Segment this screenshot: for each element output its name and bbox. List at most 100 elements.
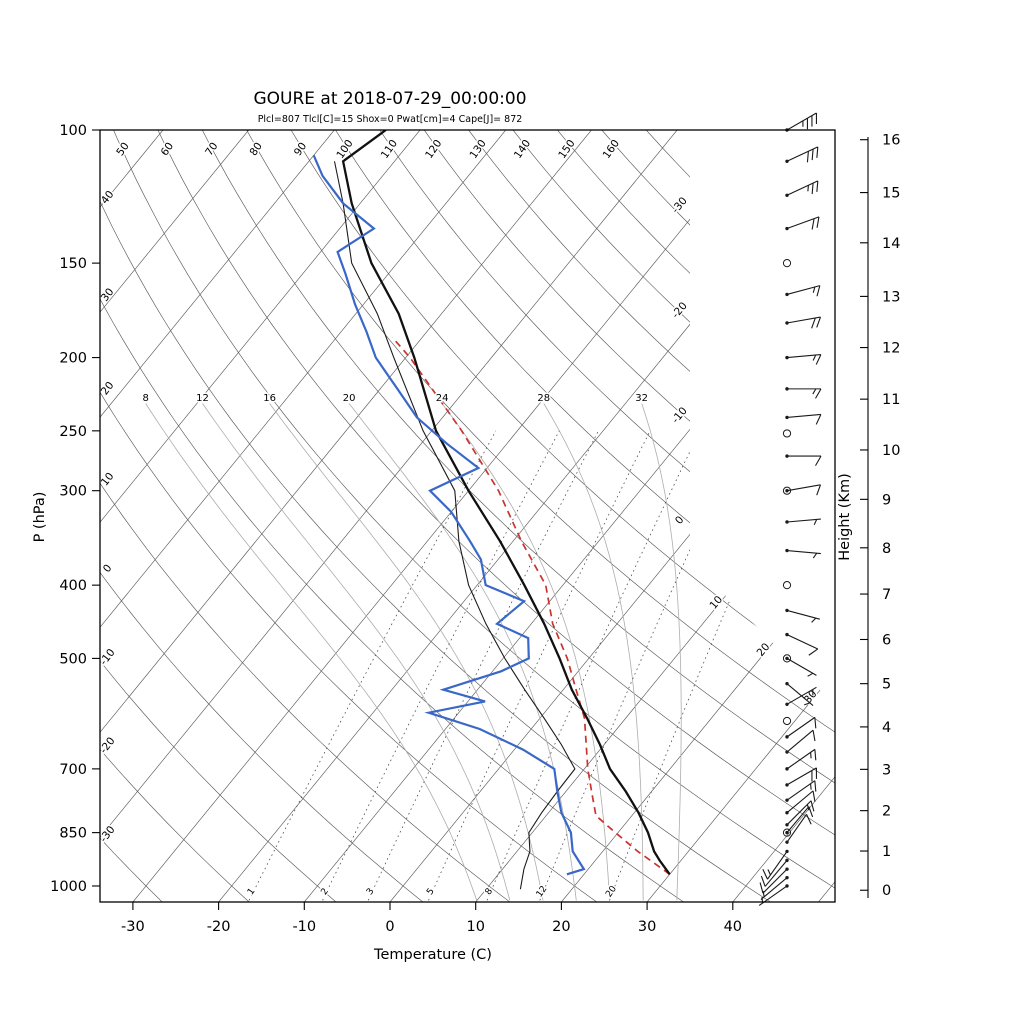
stats-line: Plcl=807 Tlcl[C]=15 Shox=0 Pwat[cm]=4 Ca… bbox=[258, 114, 523, 125]
pressure-tick-label: 100 bbox=[59, 123, 87, 139]
wind-barb-feather bbox=[816, 146, 819, 158]
wind-barb-staff bbox=[786, 729, 814, 753]
cut-isotherm-label: 10 bbox=[707, 594, 725, 612]
mixing-ratio-label: 3 bbox=[365, 887, 376, 897]
dry-adiabat-line bbox=[557, 130, 835, 902]
mixing-ratio-line bbox=[367, 430, 599, 901]
wind-barb-feather bbox=[815, 414, 822, 425]
mixing-ratio-line bbox=[248, 430, 497, 901]
temperature-axis-label: Temperature (C) bbox=[373, 947, 492, 963]
dry-adiabat-line bbox=[601, 130, 835, 902]
temperature-tick-label: 40 bbox=[724, 919, 742, 935]
wind-barb-feather bbox=[806, 814, 812, 825]
mixing-ratio-line bbox=[539, 430, 746, 901]
temperature-tick-label: 30 bbox=[638, 919, 656, 935]
wind-barb-half-feather bbox=[813, 519, 818, 526]
dry-adiabat-label-top: 140 bbox=[512, 138, 533, 161]
wind-barb-feather bbox=[816, 484, 822, 496]
wind-barb-staff bbox=[786, 285, 820, 295]
moist-adiabat-line bbox=[145, 403, 478, 901]
dry-adiabat-line bbox=[100, 130, 684, 902]
height-tick-label: 7 bbox=[882, 587, 891, 603]
wind-barb-feather bbox=[816, 316, 822, 328]
wind-barb-feather bbox=[811, 149, 814, 161]
dry-adiabat-label-top: 110 bbox=[379, 138, 400, 161]
cut-isotherm-label: 20 bbox=[755, 641, 773, 659]
dry-adiabat-line bbox=[468, 130, 835, 902]
wind-barb-half-feather bbox=[804, 702, 811, 706]
wind-barb-feather bbox=[811, 317, 816, 329]
wind-barb-half-feather bbox=[762, 890, 765, 897]
wind-barb-staff bbox=[786, 609, 820, 620]
pressure-tick-label: 300 bbox=[59, 484, 87, 500]
wind-barb-staff bbox=[786, 634, 819, 650]
height-tick-label: 0 bbox=[882, 883, 891, 899]
pressure-tick-label: 150 bbox=[59, 256, 87, 272]
height-tick-label: 9 bbox=[882, 492, 891, 508]
mixing-ratio-line bbox=[609, 430, 804, 901]
dry-adiabat-line bbox=[100, 130, 424, 902]
isotherm-line bbox=[100, 130, 507, 902]
wind-barb-column bbox=[758, 112, 822, 906]
isotherm-line bbox=[100, 130, 421, 902]
wind-barb-feather bbox=[814, 717, 817, 729]
dry-adiabat-label-top: 120 bbox=[423, 138, 444, 161]
wind-barb-staff bbox=[762, 868, 788, 894]
isotherm-line bbox=[646, 130, 835, 902]
wind-barb-staff bbox=[786, 550, 821, 555]
wind-barb-half-feather bbox=[807, 672, 814, 677]
pressure-tick-label: 250 bbox=[59, 424, 87, 440]
wind-barb-feather bbox=[812, 730, 816, 742]
isotherm-line bbox=[732, 130, 835, 902]
dry-adiabat-line bbox=[100, 130, 771, 902]
dry-adiabat-line bbox=[100, 130, 163, 902]
moist-adiabat-line bbox=[441, 403, 611, 901]
height-tick-label: 14 bbox=[882, 236, 900, 252]
dry-adiabat-line bbox=[335, 130, 835, 902]
wind-barb-staff bbox=[786, 748, 816, 770]
wind-barb-feather bbox=[814, 749, 817, 761]
dry-adiabat-line bbox=[512, 130, 835, 902]
wind-barb-half-feather bbox=[810, 783, 812, 790]
mixing-ratio-line bbox=[486, 430, 701, 901]
wind-barb-feather bbox=[812, 790, 816, 802]
plot-frame bbox=[99, 129, 836, 903]
calm-wind-circle bbox=[782, 259, 792, 268]
temperature-tick-label: 10 bbox=[466, 919, 484, 935]
moist-adiabat-label: 32 bbox=[635, 393, 648, 404]
pressure-tick-label: 500 bbox=[59, 651, 87, 667]
isotherm-line bbox=[100, 130, 592, 902]
mixing-ratio-label: 5 bbox=[425, 887, 436, 897]
isotherm-line bbox=[100, 130, 678, 902]
height-tick-label: 15 bbox=[882, 186, 900, 202]
dry-adiabat-label-top: 70 bbox=[203, 140, 221, 158]
wind-barb-staff bbox=[786, 686, 817, 705]
isotherm-line bbox=[561, 130, 835, 902]
moist-adiabat-label: 20 bbox=[343, 393, 356, 404]
dry-adiabat-line bbox=[379, 130, 835, 902]
moist-adiabat-label: 8 bbox=[142, 393, 148, 404]
mixing-ratio-label: 20 bbox=[604, 884, 619, 899]
moist-adiabat-line bbox=[641, 403, 682, 901]
wind-barb-staff bbox=[786, 683, 814, 706]
isotherm-line bbox=[100, 130, 335, 902]
background-grid-layer bbox=[100, 130, 835, 902]
pressure-tick-label: 850 bbox=[59, 826, 87, 842]
wind-barb-feather bbox=[816, 180, 819, 192]
wind-barb-feather bbox=[810, 800, 815, 812]
temperature-tick-label: -30 bbox=[121, 919, 145, 935]
wind-barb-staff bbox=[764, 860, 788, 887]
moist-adiabat-label: 28 bbox=[537, 393, 550, 404]
dewpoint-curve bbox=[312, 154, 586, 876]
wind-barb-half-feather bbox=[807, 185, 809, 192]
isotherm-line bbox=[218, 130, 835, 902]
height-tick-label: 4 bbox=[882, 720, 891, 736]
dry-adiabat-line bbox=[100, 130, 597, 902]
temperature-tick-label: 0 bbox=[385, 919, 394, 935]
temperature-curve bbox=[341, 130, 671, 875]
wind-barb-staff bbox=[786, 484, 821, 492]
wind-barb-feather bbox=[816, 216, 820, 228]
wind-barb-staff bbox=[786, 216, 820, 230]
wind-barb-staff bbox=[786, 806, 810, 833]
height-tick-label: 11 bbox=[882, 392, 900, 408]
